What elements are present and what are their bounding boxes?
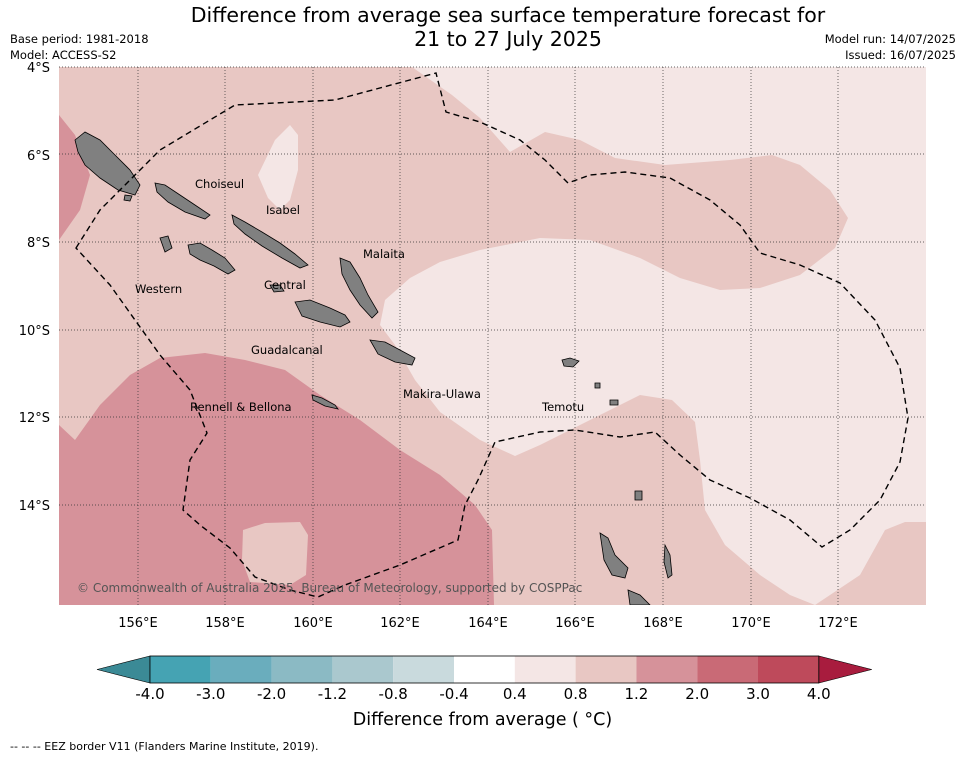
lon-label: 158°E — [205, 616, 245, 631]
region-label-choiseul: Choiseul — [195, 177, 244, 191]
colorbar-swatch — [758, 656, 819, 683]
colorbar-tick-label: 2.0 — [685, 685, 709, 700]
colorbar-swatch — [636, 656, 698, 683]
island-vanikoro — [609, 399, 619, 406]
lat-label: 6°S — [27, 149, 50, 164]
colorbar-swatch — [393, 656, 454, 683]
colorbar-tick-label: -0.4 — [439, 685, 468, 700]
lon-label: 164°E — [468, 616, 508, 631]
anomaly-band-1.2-2.0-west — [59, 115, 90, 240]
island-guadalcanal — [294, 299, 351, 328]
region-labels: Choiseul Isabel Malaita Western Central … — [135, 177, 584, 414]
colorbar-title: Difference from average ( °C) — [352, 710, 613, 730]
lon-label: 170°E — [731, 616, 771, 631]
latitude-labels: 4°S 6°S 8°S 10°S 12°S 14°S — [19, 61, 50, 514]
map-title: Difference from average sea surface temp… — [120, 3, 896, 51]
island-malaita — [339, 257, 379, 319]
island-shortland — [123, 194, 133, 202]
island-florida — [269, 284, 285, 293]
colorbar-swatch — [271, 656, 333, 683]
colorbar-tick-label: 0.8 — [564, 685, 588, 700]
region-label-malaita: Malaita — [363, 247, 405, 261]
island-utupua — [594, 382, 601, 389]
island-bougainville — [74, 131, 141, 196]
colorbar-swatch — [332, 656, 394, 683]
colorbar-tick-label: -4.0 — [135, 685, 164, 700]
longitude-labels: 156°E 158°E 160°E 162°E 164°E 166°E 168°… — [118, 616, 858, 631]
anomaly-band-0.8-1.2-hole — [242, 522, 308, 585]
colorbar-tick-label: 0.4 — [503, 685, 527, 700]
colorbar-swatch — [575, 656, 637, 683]
lon-label: 168°E — [643, 616, 683, 631]
eez-border — [75, 72, 909, 598]
island-malekula — [627, 589, 651, 605]
colorbar-tick-label: -1.2 — [318, 685, 347, 700]
region-label-rennell-bellona: Rennell & Bellona — [190, 400, 292, 414]
island-espiritu-santo — [599, 532, 629, 579]
lon-label: 162°E — [380, 616, 420, 631]
colorbar-frame — [149, 655, 820, 684]
model-run: Model run: 14/07/2025 — [824, 32, 956, 46]
colorbar-swatch — [454, 656, 515, 683]
island-vella — [159, 235, 173, 253]
title-line-1: Difference from average sea surface temp… — [190, 3, 826, 27]
colorbar-extend-high — [818, 655, 872, 684]
colorbar-tick-label: -0.8 — [379, 685, 408, 700]
island-banks — [634, 490, 643, 501]
copyright-text: © Commonwealth of Australia 2025, Bureau… — [77, 581, 582, 595]
colorbar-labels: -4.0 -3.0 -2.0 -1.2 -0.8 -0.4 0.4 0.8 1.2 2.0 3.0 4… — [135, 685, 830, 700]
colorbar-swatch — [514, 656, 576, 683]
colorbar-tick-label: 4.0 — [807, 685, 831, 700]
sst-anomaly-map: 4°S 6°S 8°S 10°S 12°S 14°S 156°E 158°E 1… — [19, 61, 926, 631]
model-name: Model: ACCESS-S2 — [10, 48, 117, 62]
island-choiseul — [154, 182, 211, 220]
colorbar-swatch — [697, 656, 758, 683]
anomaly-band-0.4-0.8-patch — [258, 125, 298, 210]
lon-label: 156°E — [118, 616, 158, 631]
lon-label: 160°E — [293, 616, 333, 631]
island-santa-cruz — [561, 357, 580, 368]
anomaly-band-1.2-2.0 — [59, 353, 494, 605]
island-rennell — [311, 394, 339, 410]
colorbar-swatches — [96, 655, 872, 684]
title-line-2: 21 to 27 July 2025 — [414, 27, 602, 51]
lat-label: 12°S — [19, 411, 50, 426]
island-isabel — [231, 214, 309, 269]
island-makira — [369, 339, 416, 366]
region-label-central: Central — [264, 278, 306, 292]
region-label-isabel: Isabel — [266, 203, 300, 217]
lat-label: 8°S — [27, 236, 50, 251]
region-label-guadalcanal: Guadalcanal — [251, 343, 323, 357]
lat-label: 4°S — [27, 61, 50, 76]
graticule — [59, 66, 926, 605]
lat-label: 10°S — [19, 324, 50, 339]
region-label-western: Western — [135, 282, 182, 296]
colorbar-tick-label: -2.0 — [257, 685, 286, 700]
colorbar-swatch — [210, 656, 272, 683]
colorbar-tick-label: 3.0 — [746, 685, 770, 700]
lon-label: 166°E — [555, 616, 595, 631]
meta-right: Model run: 14/07/2025 Issued: 16/07/2025 — [825, 31, 956, 63]
eez-footnote: -- -- -- EEZ border V11 (Flanders Marine… — [10, 740, 319, 753]
lat-label: 14°S — [19, 499, 50, 514]
island-new-georgia — [187, 242, 236, 275]
colorbar-tick-label: -3.0 — [196, 685, 225, 700]
land-masses — [74, 131, 673, 605]
anomaly-field — [59, 67, 926, 605]
region-label-temotu: Temotu — [541, 400, 584, 414]
lon-label: 172°E — [818, 616, 858, 631]
island-maewo — [663, 543, 673, 579]
colorbar-extend-low — [96, 655, 151, 684]
anomaly-band-0.8-1.2-se — [815, 522, 926, 605]
meta-left: Base period: 1981-2018 Model: ACCESS-S2 — [10, 31, 149, 63]
colorbar-swatch — [150, 656, 211, 683]
region-label-makira-ulawa: Makira-Ulawa — [403, 387, 481, 401]
base-period: Base period: 1981-2018 — [10, 32, 149, 46]
issued-date: Issued: 16/07/2025 — [845, 48, 956, 62]
colorbar-tick-label: 1.2 — [624, 685, 648, 700]
